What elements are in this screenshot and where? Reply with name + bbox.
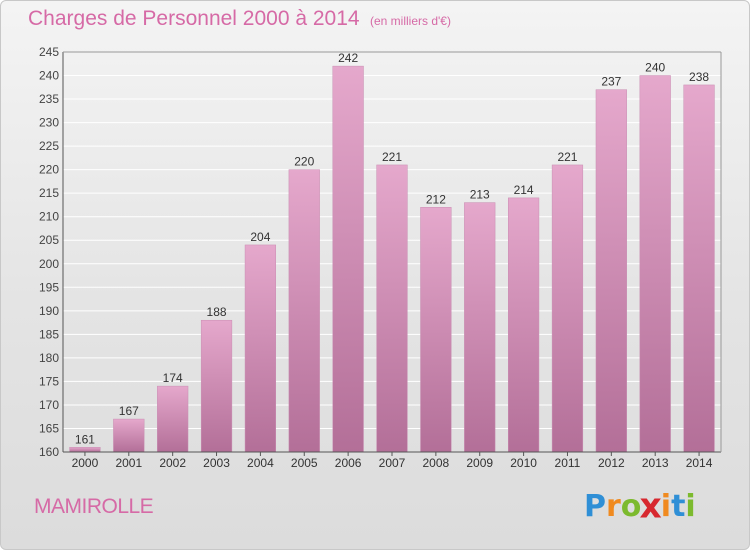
y-tick-label: 190 (39, 304, 59, 318)
y-tick-label: 170 (39, 398, 59, 412)
y-tick-label: 210 (39, 210, 59, 224)
chart-subtitle: (en milliers d'€) (370, 14, 451, 28)
logo-letter: P (584, 489, 606, 524)
bar (464, 202, 496, 453)
y-tick-label: 220 (39, 163, 59, 177)
data-label: 212 (426, 192, 446, 206)
y-tick-label: 230 (39, 116, 59, 130)
logo-letter: r (606, 489, 621, 524)
data-label: 214 (514, 183, 534, 197)
y-tick-label: 160 (39, 445, 59, 459)
x-tick-label: 2011 (555, 456, 581, 470)
bar (595, 89, 627, 453)
bar (683, 84, 715, 453)
x-tick-label: 2014 (686, 456, 713, 470)
y-tick-label: 200 (39, 257, 59, 271)
x-tick-label: 2008 (423, 456, 450, 470)
x-tick-label: 2004 (247, 456, 274, 470)
data-label: 240 (645, 61, 665, 75)
x-tick-label: 2002 (159, 456, 186, 470)
bar (200, 319, 233, 453)
data-label: 221 (382, 150, 402, 164)
data-label: 242 (338, 51, 358, 65)
y-tick-label: 195 (39, 280, 59, 294)
data-label: 221 (557, 150, 577, 164)
bars (69, 65, 715, 453)
bar (332, 65, 364, 453)
bar (244, 244, 277, 453)
y-tick-label: 240 (39, 69, 59, 83)
proxiti-logo[interactable]: Proxiti (584, 486, 696, 527)
y-tick-label: 165 (39, 421, 59, 435)
x-tick-label: 2009 (466, 456, 493, 470)
bar (639, 75, 671, 453)
y-tick-label: 225 (39, 139, 59, 153)
bar (288, 169, 320, 453)
labels: 160 165 170 175 180 185 190 195 200 205 210 215 220 2… (39, 45, 713, 470)
data-label: 174 (163, 371, 183, 385)
bar (420, 207, 452, 453)
logo-letter: i (685, 489, 696, 524)
x-tick-label: 2012 (598, 456, 625, 470)
commune-name: MAMIROLLE (34, 495, 154, 518)
bar (157, 385, 189, 453)
data-label: 238 (689, 70, 709, 84)
axes (62, 51, 722, 456)
logo-letter: x (639, 486, 663, 527)
x-tick-label: 2013 (642, 456, 669, 470)
data-label: 213 (470, 188, 490, 202)
y-tick-label: 235 (39, 92, 59, 106)
y-tick-label: 175 (39, 374, 59, 388)
y-tick-label: 185 (39, 327, 59, 341)
chart-title: Charges de Personnel 2000 à 2014 (28, 7, 360, 30)
data-label: 220 (294, 155, 314, 169)
y-tick-label: 180 (39, 351, 59, 365)
data-label: 237 (601, 75, 621, 89)
logo-letter: i (660, 489, 672, 524)
x-tick-label: 2006 (335, 456, 362, 470)
data-label: 161 (75, 432, 95, 446)
x-tick-label: 2005 (291, 456, 318, 470)
data-label: 204 (250, 230, 270, 244)
y-tick-label: 205 (39, 233, 59, 247)
x-tick-label: 2000 (72, 456, 99, 470)
bar (551, 164, 584, 453)
x-tick-label: 2001 (115, 456, 142, 470)
data-label: 188 (207, 305, 227, 319)
bar (507, 197, 540, 453)
data-label: 167 (119, 404, 139, 418)
bar (376, 164, 408, 453)
x-tick-label: 2010 (510, 456, 537, 470)
logo-letter: o (620, 489, 642, 524)
logo-letter: t (671, 489, 686, 524)
bar (69, 447, 101, 453)
y-tick-label: 215 (39, 186, 59, 200)
bar (113, 418, 145, 453)
y-tick-label: 245 (39, 45, 59, 59)
x-tick-label: 2007 (379, 456, 406, 470)
x-tick-label: 2003 (203, 456, 230, 470)
